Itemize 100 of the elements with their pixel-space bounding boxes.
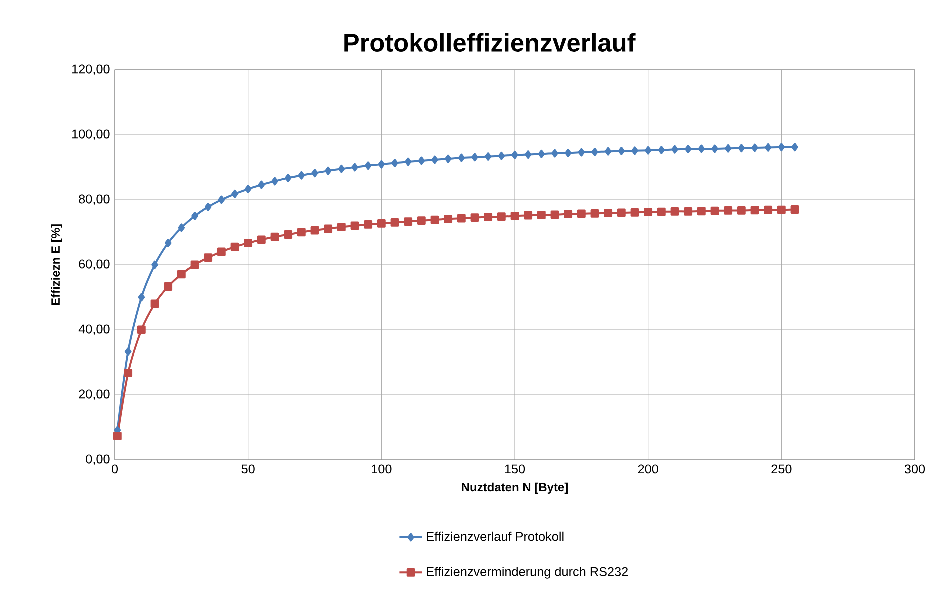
point (697, 207, 706, 216)
point (138, 293, 146, 302)
x-tick-label: 0 (112, 464, 118, 474)
point (724, 144, 732, 153)
point (204, 254, 213, 262)
x-tick-label: 150 (505, 464, 526, 474)
point (164, 239, 172, 248)
point (618, 147, 626, 156)
point (364, 162, 372, 170)
x-tick-label: 50 (242, 464, 255, 474)
y-tick-label: 100,00 (72, 130, 110, 140)
x-tick-label: 250 (772, 464, 792, 474)
point (444, 154, 452, 164)
point (632, 146, 638, 156)
point (298, 171, 306, 180)
point (644, 208, 653, 217)
point (764, 143, 772, 152)
point (284, 174, 292, 182)
point (418, 156, 426, 166)
point (737, 206, 746, 215)
point (230, 242, 240, 252)
point (257, 236, 266, 244)
point (137, 326, 146, 334)
point (644, 146, 652, 155)
point (324, 166, 332, 176)
point (378, 160, 386, 169)
point (564, 210, 573, 218)
point (390, 218, 400, 227)
point (150, 300, 160, 308)
point (124, 369, 133, 378)
point (218, 196, 226, 204)
y-tick-label: 40,00 (78, 324, 110, 336)
point (310, 226, 320, 235)
point (777, 206, 786, 214)
point (338, 164, 346, 174)
point (350, 222, 360, 230)
point (352, 163, 358, 172)
legend-label: Effizienzverminderung durch RS232 (427, 567, 628, 579)
point (404, 158, 412, 166)
point (417, 216, 426, 225)
point (232, 190, 238, 198)
point (164, 282, 173, 291)
point (512, 150, 518, 160)
y-axis-title: Effiziezn E [%] (51, 224, 62, 306)
point (190, 260, 200, 270)
point (698, 144, 706, 154)
point (297, 228, 306, 237)
point (537, 211, 546, 220)
point (178, 224, 186, 232)
y-tick-label: 0,00 (86, 454, 110, 466)
point (550, 210, 560, 220)
point (337, 223, 346, 232)
point (578, 148, 586, 157)
point (457, 214, 466, 223)
point (750, 206, 760, 215)
chart-title: Protokolleffizienzverlauf (344, 33, 636, 52)
point (484, 213, 493, 222)
point (672, 145, 678, 154)
point (498, 152, 506, 160)
point (472, 153, 478, 162)
point (270, 232, 280, 242)
point (592, 148, 598, 156)
point (684, 207, 693, 216)
point (444, 214, 453, 224)
point (152, 260, 158, 270)
point (124, 348, 132, 356)
point (792, 143, 798, 152)
point (712, 144, 718, 154)
point (392, 159, 398, 168)
x-tick-label: 300 (904, 464, 926, 474)
point (404, 218, 413, 226)
point (617, 208, 626, 218)
point (670, 207, 680, 216)
point (604, 209, 613, 218)
point (684, 145, 692, 154)
point (258, 180, 266, 190)
x-axis-title: Nuztdaten N [Byte] (462, 482, 568, 494)
point (524, 150, 532, 160)
point (752, 144, 758, 152)
point (364, 220, 373, 229)
point (177, 270, 186, 279)
point (458, 154, 466, 162)
point (604, 147, 612, 156)
point (524, 211, 533, 220)
point (204, 202, 212, 212)
point (510, 212, 520, 220)
point (564, 148, 572, 158)
y-tick-label: 120,00 (72, 64, 110, 76)
point (470, 214, 480, 222)
point (790, 206, 800, 214)
point (324, 224, 333, 234)
x-tick-label: 100 (372, 464, 392, 474)
point (432, 156, 438, 164)
point (484, 152, 492, 161)
point (244, 185, 252, 194)
y-tick-label: 60,00 (79, 260, 110, 270)
point (577, 210, 586, 218)
point (192, 212, 198, 220)
point (552, 149, 558, 158)
point (658, 146, 666, 154)
